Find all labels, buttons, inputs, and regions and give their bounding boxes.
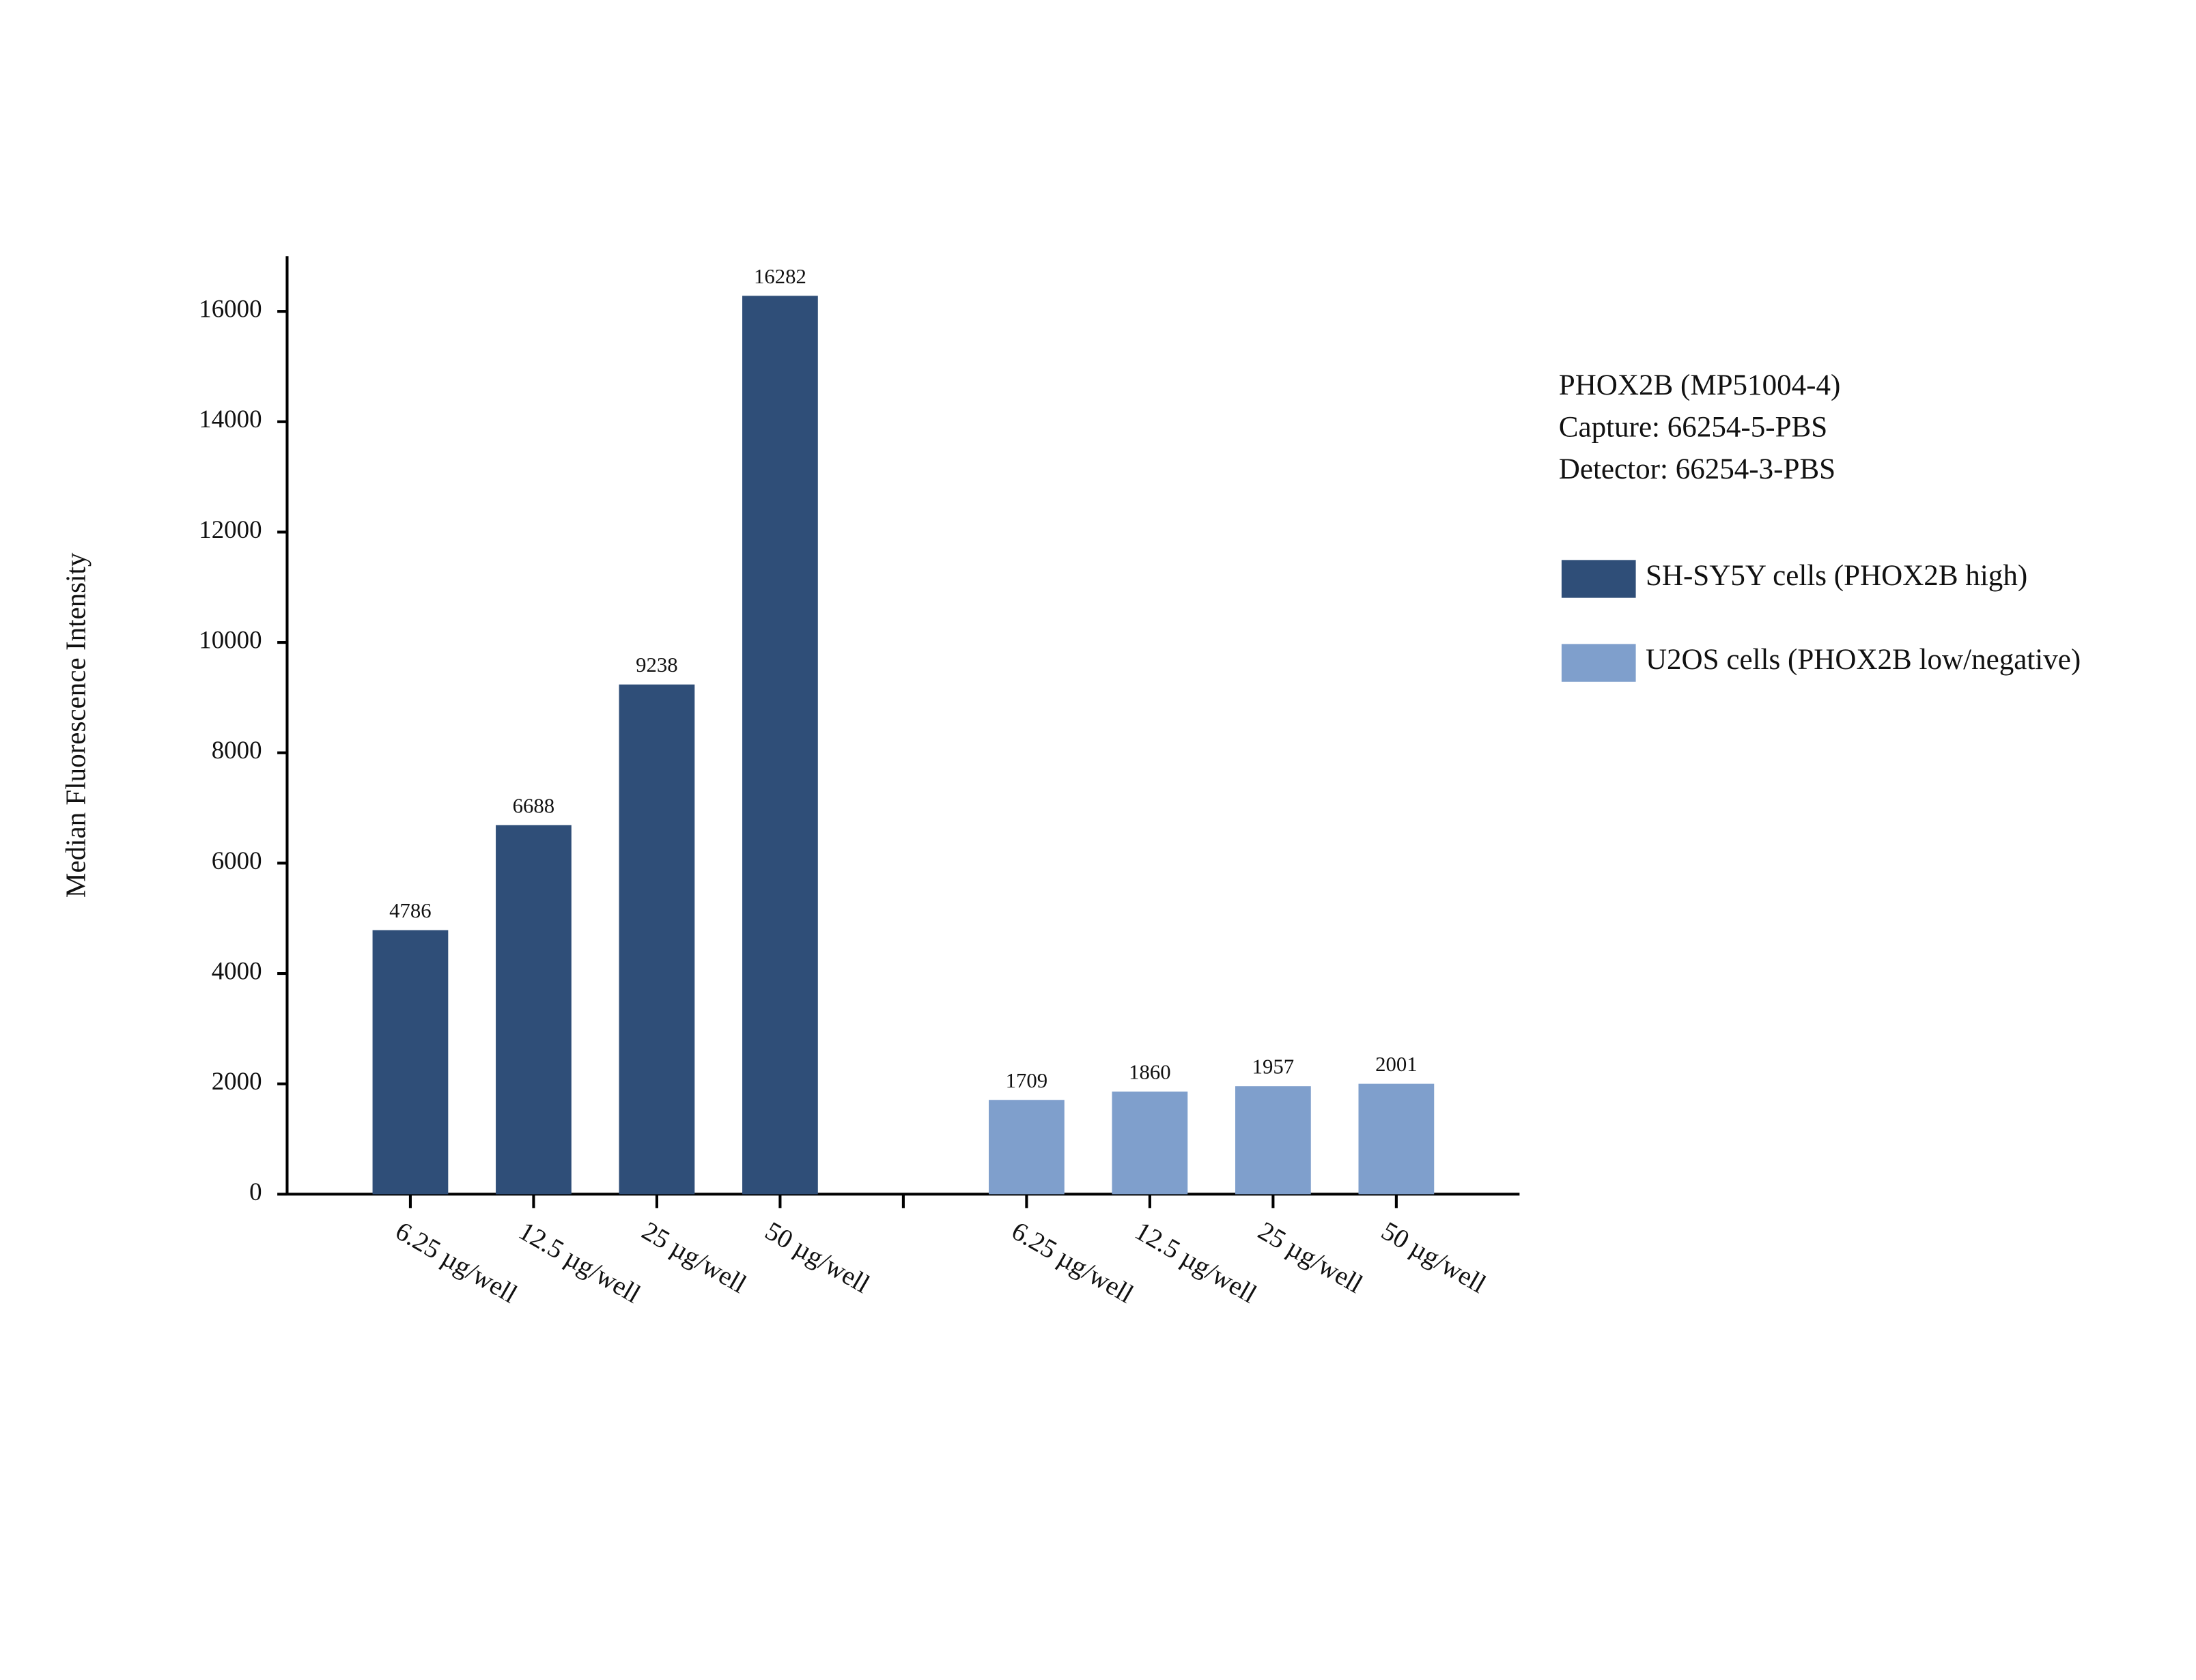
- y-tick-label: 16000: [199, 295, 262, 323]
- y-tick-label: 4000: [212, 957, 262, 985]
- value-label: 6688: [513, 794, 555, 817]
- bar: [742, 296, 818, 1195]
- bar: [1235, 1086, 1311, 1195]
- bar: [1358, 1083, 1435, 1195]
- y-tick-label: 2000: [212, 1067, 262, 1095]
- value-label: 16282: [754, 265, 806, 288]
- bar: [619, 684, 695, 1195]
- y-tick-label: 14000: [199, 405, 262, 433]
- legend-swatch: [1561, 644, 1636, 682]
- bar: [989, 1100, 1065, 1195]
- bar: [372, 930, 449, 1195]
- legend-label: U2OS cells (PHOX2B low/negative): [1646, 644, 2081, 676]
- value-label: 1957: [1252, 1055, 1295, 1079]
- annotation: Capture: 66254-5-PBS: [1559, 411, 1827, 443]
- value-label: 2001: [1375, 1053, 1418, 1076]
- legend-label: SH-SY5Y cells (PHOX2B high): [1646, 560, 2027, 592]
- y-tick-label: 8000: [212, 736, 262, 764]
- legend-swatch: [1561, 560, 1636, 598]
- value-label: 9238: [636, 653, 678, 677]
- y-axis-label: Median Fluorescence Intensity: [59, 552, 91, 898]
- annotation: PHOX2B (MP51004-4): [1559, 369, 1841, 401]
- y-tick-label: 0: [249, 1178, 262, 1206]
- y-tick-label: 10000: [199, 626, 262, 654]
- value-label: 4786: [389, 899, 432, 922]
- bar: [1112, 1092, 1188, 1195]
- y-tick-label: 12000: [199, 515, 262, 543]
- value-label: 1709: [1006, 1069, 1048, 1092]
- value-label: 1860: [1129, 1061, 1171, 1084]
- annotation: Detector: 66254-3-PBS: [1559, 453, 1835, 485]
- y-tick-label: 6000: [212, 846, 262, 874]
- bar: [496, 825, 572, 1195]
